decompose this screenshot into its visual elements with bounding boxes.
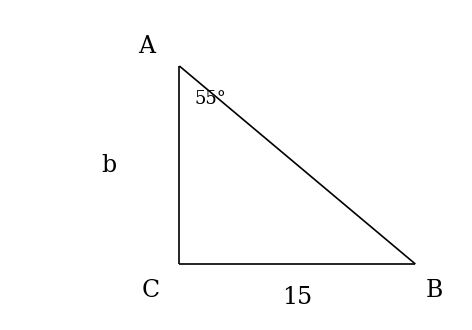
Text: 55°: 55° bbox=[194, 90, 226, 108]
Text: 15: 15 bbox=[282, 285, 312, 309]
Text: A: A bbox=[138, 35, 155, 58]
Text: C: C bbox=[142, 279, 160, 302]
Text: b: b bbox=[101, 153, 116, 177]
Text: B: B bbox=[426, 279, 443, 302]
